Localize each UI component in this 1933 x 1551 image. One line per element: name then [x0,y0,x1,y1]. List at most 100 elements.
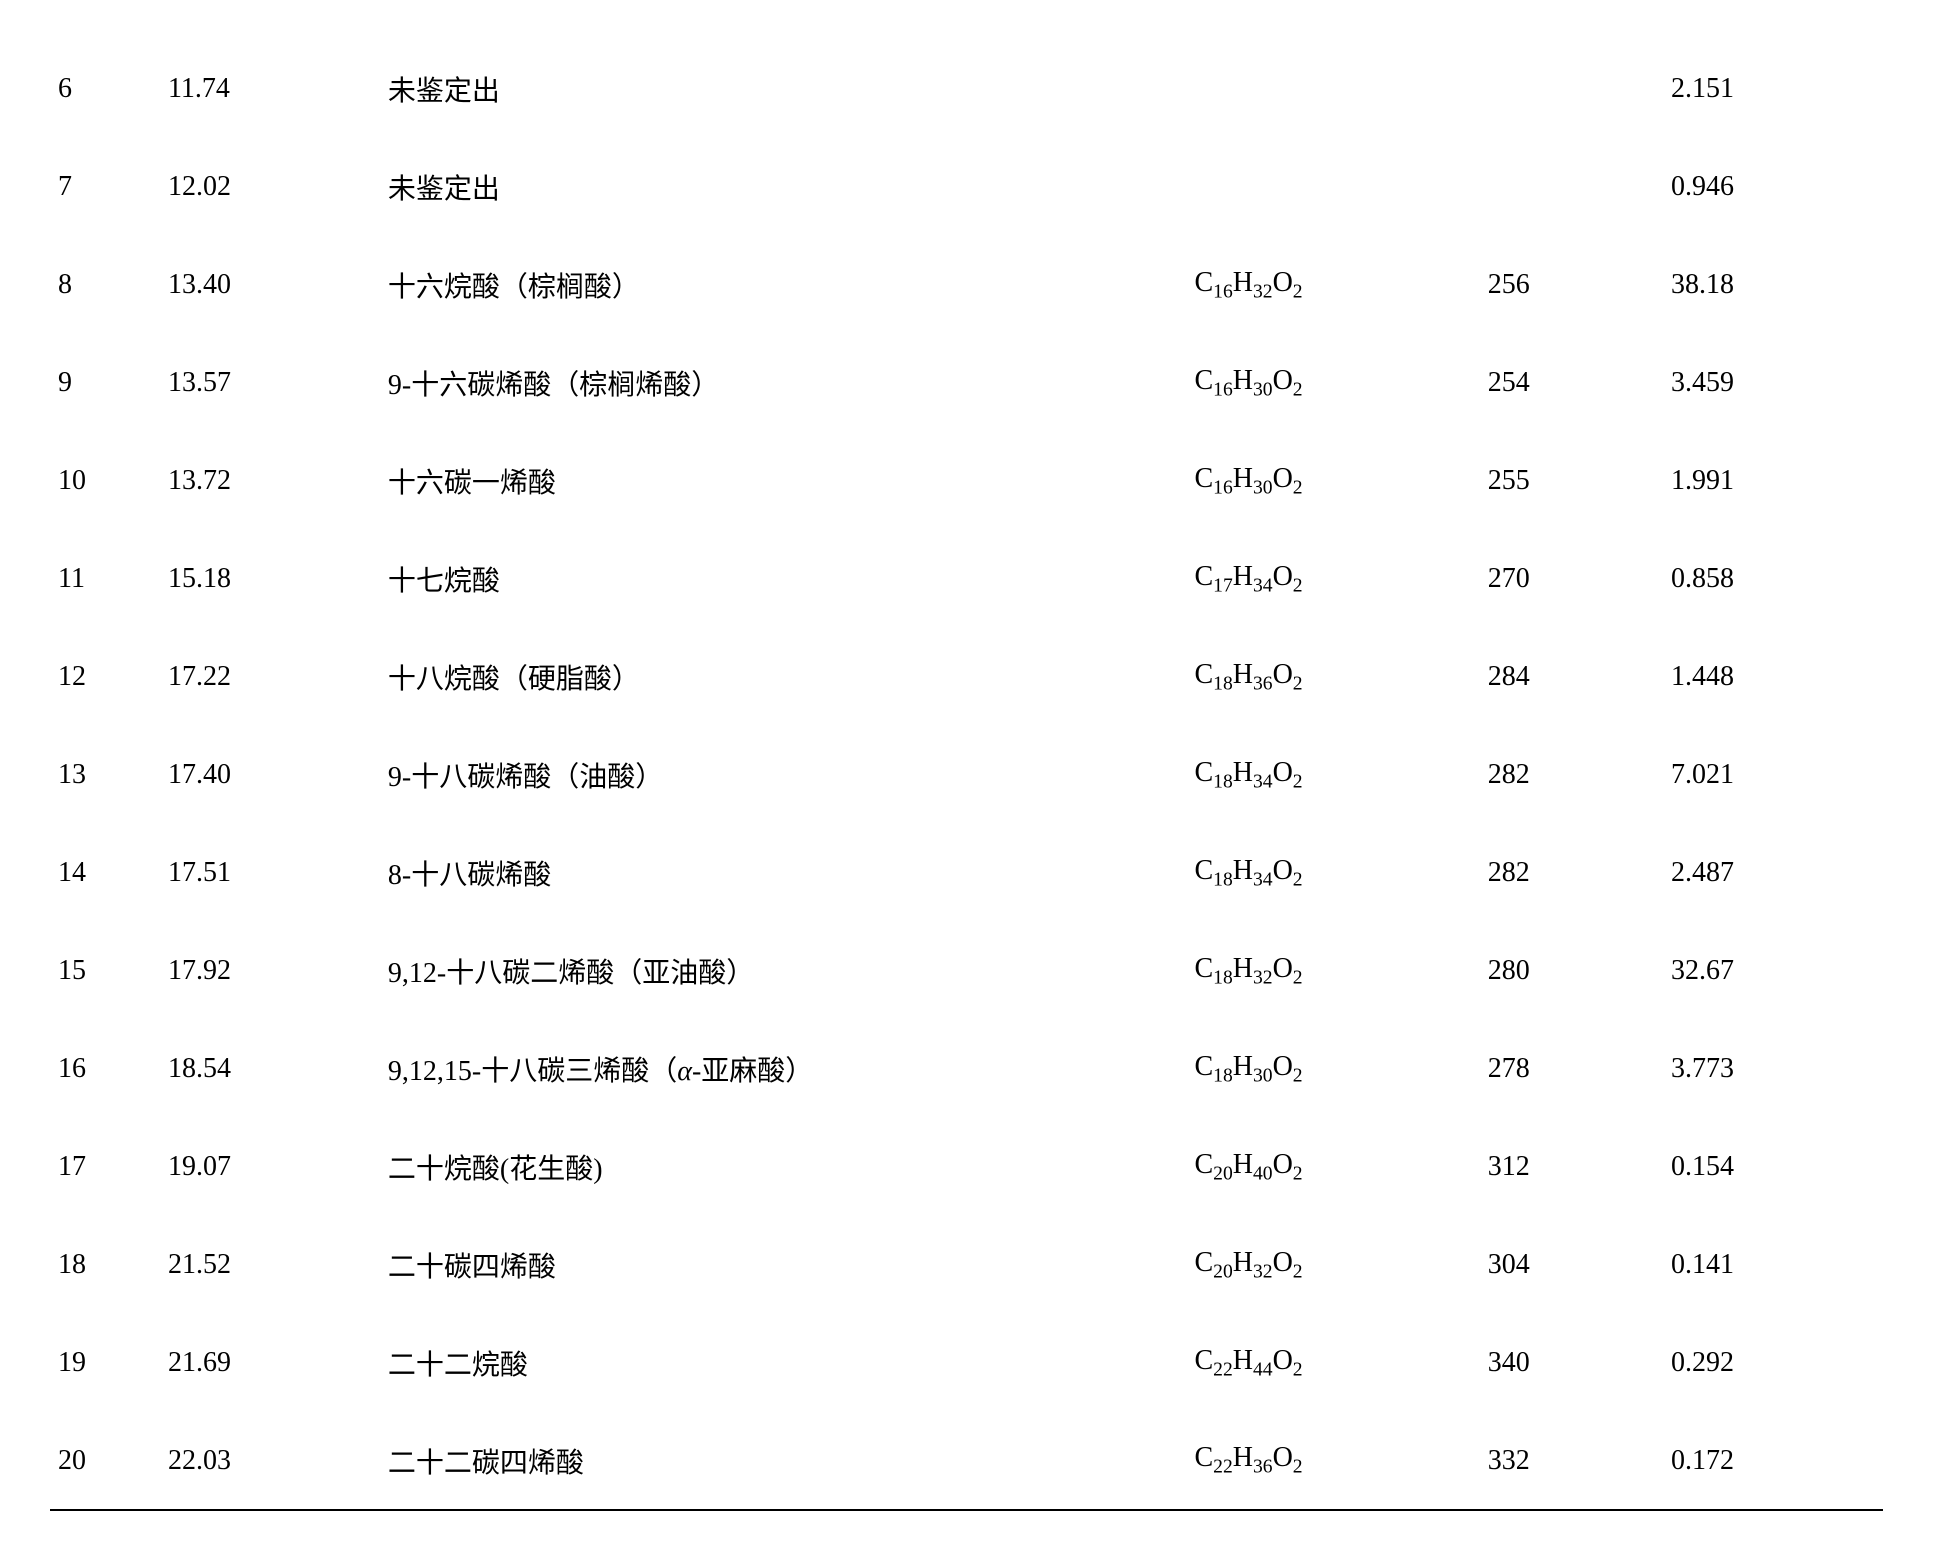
molecular-weight: 304 [1480,1216,1663,1314]
table-row: 913.579-十六碳烯酸（棕榈烯酸）C16H30O22543.459 [50,334,1883,432]
percentage: 2.151 [1663,40,1883,138]
compound-name: 未鉴定出 [380,138,1187,236]
row-index: 6 [50,40,160,138]
compound-name: 9,12-十八碳二烯酸（亚油酸） [380,922,1187,1020]
compound-name: 9,12,15-十八碳三烯酸（α-亚麻酸） [380,1020,1187,1118]
molecular-weight: 278 [1480,1020,1663,1118]
molecular-formula: C16H32O2 [1186,236,1479,334]
compound-name: 十八烷酸（硬脂酸） [380,628,1187,726]
row-index: 7 [50,138,160,236]
table-row: 1417.518-十八碳烯酸C18H34O22822.487 [50,824,1883,922]
molecular-weight: 282 [1480,824,1663,922]
percentage: 1.448 [1663,628,1883,726]
retention-time: 17.22 [160,628,380,726]
percentage: 0.154 [1663,1118,1883,1216]
retention-time: 13.72 [160,432,380,530]
row-index: 15 [50,922,160,1020]
molecular-formula: C18H34O2 [1186,726,1479,824]
row-index: 19 [50,1314,160,1412]
retention-time: 21.69 [160,1314,380,1412]
row-index: 12 [50,628,160,726]
percentage: 32.67 [1663,922,1883,1020]
compound-name: 未鉴定出 [380,40,1187,138]
molecular-weight: 270 [1480,530,1663,628]
molecular-weight: 254 [1480,334,1663,432]
percentage: 0.946 [1663,138,1883,236]
fatty-acid-table: 611.74未鉴定出 2.151 712.02未鉴定出 0.946813.40十六烷酸… [50,40,1883,1511]
table-row: 1517.929,12-十八碳二烯酸（亚油酸）C18H32O228032.67 [50,922,1883,1020]
row-index: 20 [50,1412,160,1510]
molecular-weight: 255 [1480,432,1663,530]
percentage: 0.141 [1663,1216,1883,1314]
table-row: 1217.22十八烷酸（硬脂酸）C18H36O22841.448 [50,628,1883,726]
retention-time: 12.02 [160,138,380,236]
molecular-formula: C18H34O2 [1186,824,1479,922]
row-index: 16 [50,1020,160,1118]
molecular-weight: 340 [1480,1314,1663,1412]
molecular-weight: 280 [1480,922,1663,1020]
row-index: 18 [50,1216,160,1314]
table-row: 1115.18十七烷酸C17H34O22700.858 [50,530,1883,628]
table-row: 1317.409-十八碳烯酸（油酸）C18H34O22827.021 [50,726,1883,824]
table-row: 813.40十六烷酸（棕榈酸）C16H32O225638.18 [50,236,1883,334]
row-index: 11 [50,530,160,628]
molecular-formula: C20H40O2 [1186,1118,1479,1216]
molecular-formula: C18H30O2 [1186,1020,1479,1118]
retention-time: 15.18 [160,530,380,628]
percentage: 0.172 [1663,1412,1883,1510]
percentage: 0.292 [1663,1314,1883,1412]
molecular-formula: C22H36O2 [1186,1412,1479,1510]
compound-name: 十七烷酸 [380,530,1187,628]
retention-time: 17.51 [160,824,380,922]
row-index: 13 [50,726,160,824]
molecular-weight: 256 [1480,236,1663,334]
percentage: 2.487 [1663,824,1883,922]
molecular-weight: 312 [1480,1118,1663,1216]
molecular-formula: C20H32O2 [1186,1216,1479,1314]
molecular-formula [1186,40,1479,138]
compound-name: 二十烷酸(花生酸) [380,1118,1187,1216]
retention-time: 22.03 [160,1412,380,1510]
percentage: 38.18 [1663,236,1883,334]
compound-name: 十六烷酸（棕榈酸） [380,236,1187,334]
table-row: 712.02未鉴定出 0.946 [50,138,1883,236]
molecular-formula [1186,138,1479,236]
molecular-weight [1480,40,1663,138]
table-row: 1013.72十六碳一烯酸C16H30O22551.991 [50,432,1883,530]
molecular-formula: C18H32O2 [1186,922,1479,1020]
table-row: 1921.69二十二烷酸C22H44O23400.292 [50,1314,1883,1412]
molecular-formula: C16H30O2 [1186,334,1479,432]
table-row: 1618.549,12,15-十八碳三烯酸（α-亚麻酸）C18H30O22783… [50,1020,1883,1118]
retention-time: 11.74 [160,40,380,138]
molecular-formula: C18H36O2 [1186,628,1479,726]
retention-time: 13.40 [160,236,380,334]
row-index: 14 [50,824,160,922]
compound-name: 二十二烷酸 [380,1314,1187,1412]
compound-name: 8-十八碳烯酸 [380,824,1187,922]
row-index: 10 [50,432,160,530]
compound-name: 十六碳一烯酸 [380,432,1187,530]
retention-time: 21.52 [160,1216,380,1314]
compound-name: 9-十六碳烯酸（棕榈烯酸） [380,334,1187,432]
compound-name: 9-十八碳烯酸（油酸） [380,726,1187,824]
table-row: 1719.07二十烷酸(花生酸)C20H40O23120.154 [50,1118,1883,1216]
table-row: 2022.03二十二碳四烯酸C22H36O23320.172 [50,1412,1883,1510]
retention-time: 17.40 [160,726,380,824]
compound-name: 二十二碳四烯酸 [380,1412,1187,1510]
retention-time: 18.54 [160,1020,380,1118]
percentage: 7.021 [1663,726,1883,824]
row-index: 17 [50,1118,160,1216]
molecular-weight [1480,138,1663,236]
compound-name: 二十碳四烯酸 [380,1216,1187,1314]
molecular-weight: 282 [1480,726,1663,824]
table-row: 611.74未鉴定出 2.151 [50,40,1883,138]
percentage: 0.858 [1663,530,1883,628]
retention-time: 13.57 [160,334,380,432]
row-index: 9 [50,334,160,432]
table-body: 611.74未鉴定出 2.151 712.02未鉴定出 0.946813.40十六烷酸… [50,40,1883,1510]
molecular-formula: C17H34O2 [1186,530,1479,628]
percentage: 3.459 [1663,334,1883,432]
molecular-formula: C22H44O2 [1186,1314,1479,1412]
retention-time: 17.92 [160,922,380,1020]
retention-time: 19.07 [160,1118,380,1216]
